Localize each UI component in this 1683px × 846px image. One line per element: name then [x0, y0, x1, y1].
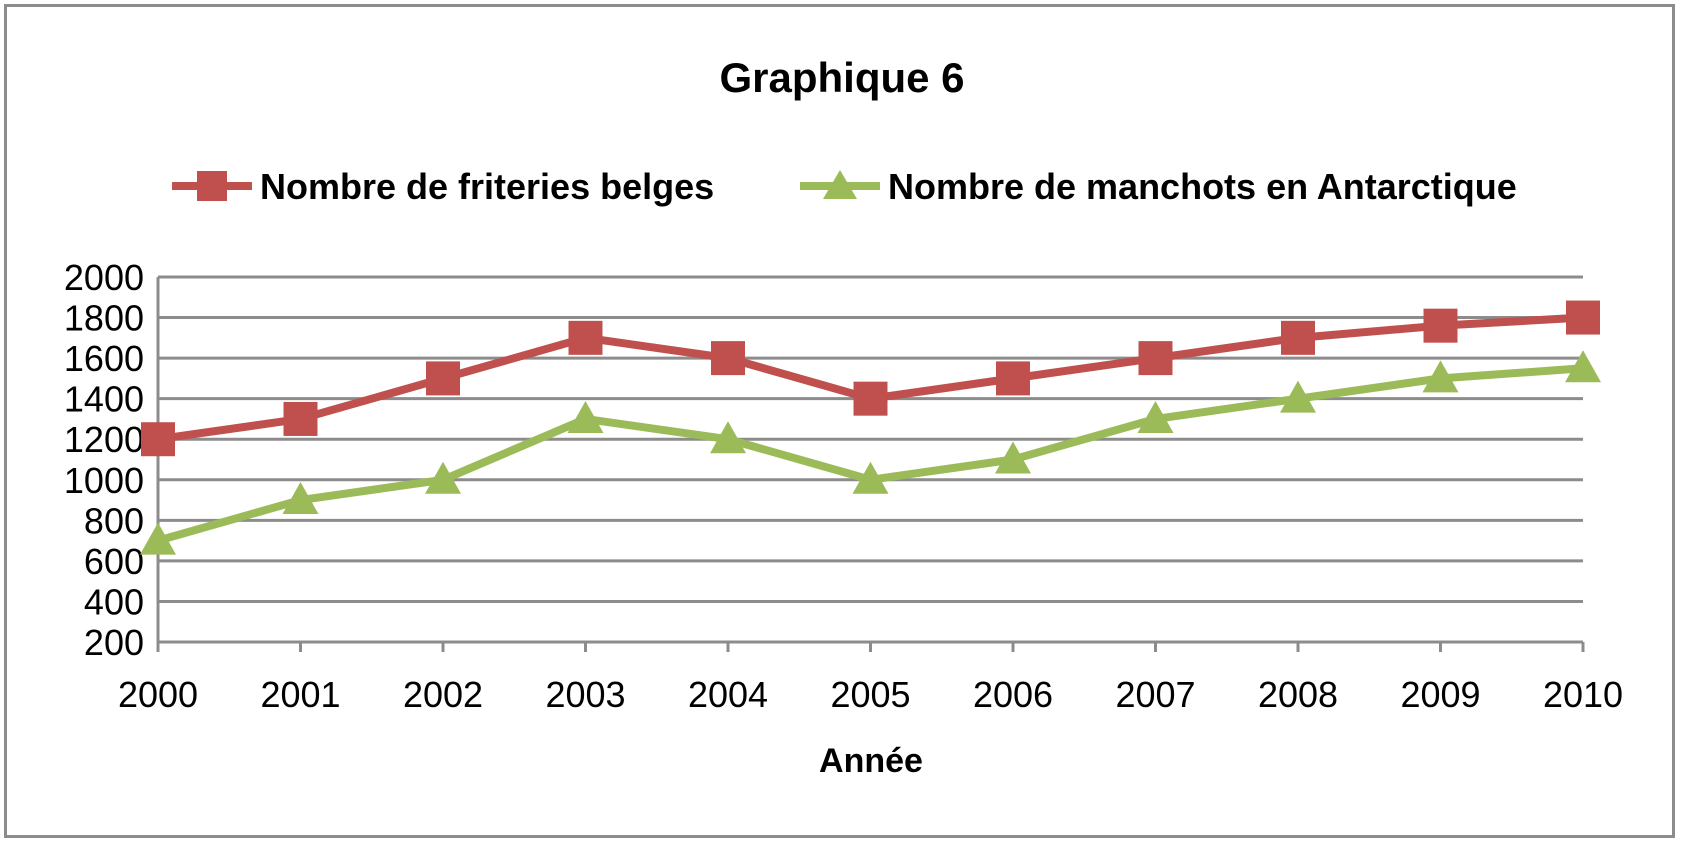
data-point-square [141, 422, 175, 457]
data-point-square [426, 361, 460, 396]
legend-marker-triangle [823, 170, 857, 199]
x-tick-label: 2001 [260, 674, 340, 715]
data-point-triangle [1422, 360, 1459, 393]
legend-marker-square [197, 171, 227, 201]
y-tick-label: 1800 [64, 298, 144, 339]
x-tick-label: 2003 [545, 674, 625, 715]
legend-label-friteries: Nombre de friteries belges [260, 166, 714, 207]
data-point-triangle [1137, 400, 1174, 433]
data-point-square [283, 401, 318, 436]
series-group [140, 300, 1601, 555]
x-tick-label: 2008 [1258, 674, 1338, 715]
y-tick-label: 800 [84, 500, 144, 541]
x-axis-ticks: 2000 2001 2002 2003 2004 2005 2006 2007 2008 2009… [118, 642, 1623, 715]
x-tick-label: 2010 [1543, 674, 1623, 715]
y-tick-label: 1200 [64, 419, 144, 460]
data-point-triangle [1565, 350, 1601, 383]
gridlines [158, 275, 1583, 603]
y-tick-label: 1000 [64, 460, 144, 501]
data-point-triangle [282, 482, 319, 515]
data-point-triangle [1280, 380, 1316, 413]
data-point-square [1566, 300, 1600, 335]
y-tick-label: 1600 [64, 338, 144, 379]
series-line [157, 313, 1584, 444]
legend-label-manchots: Nombre de manchots en Antarctique [888, 166, 1517, 207]
series-1 [141, 300, 1600, 457]
data-point-triangle [567, 400, 604, 433]
data-point-square [853, 381, 888, 416]
legend-item-friteries: Nombre de friteries belges [172, 166, 714, 207]
data-point-triangle [995, 441, 1031, 474]
x-tick-label: 2007 [1115, 674, 1195, 715]
data-point-triangle [140, 522, 176, 555]
x-tick-label: 2000 [118, 674, 198, 715]
series-2 [140, 350, 1601, 555]
y-tick-label: 600 [84, 541, 144, 582]
data-point-triangle [710, 421, 746, 454]
legend: Nombre de friteries belges Nombre de man… [172, 166, 1517, 207]
y-tick-label: 200 [84, 622, 144, 663]
x-tick-label: 2005 [830, 674, 910, 715]
x-tick-label: 2004 [688, 674, 768, 715]
y-tick-label: 1400 [64, 379, 144, 420]
x-axis-title: Année [819, 742, 923, 780]
data-point-square [996, 361, 1030, 396]
x-tick-label: 2006 [973, 674, 1053, 715]
y-tick-label: 400 [84, 581, 144, 622]
y-tick-label: 2000 [64, 257, 144, 298]
data-point-square [1423, 308, 1458, 343]
x-tick-label: 2009 [1400, 674, 1480, 715]
data-point-triangle [425, 461, 461, 494]
data-point-square [1281, 320, 1315, 355]
data-point-square [1138, 341, 1173, 376]
data-point-square [711, 341, 745, 376]
data-point-triangle [852, 461, 889, 494]
data-point-square [568, 320, 603, 355]
x-tick-label: 2002 [403, 674, 483, 715]
legend-item-manchots: Nombre de manchots en Antarctique [800, 166, 1517, 207]
chart-title: Graphique 6 [719, 54, 964, 101]
